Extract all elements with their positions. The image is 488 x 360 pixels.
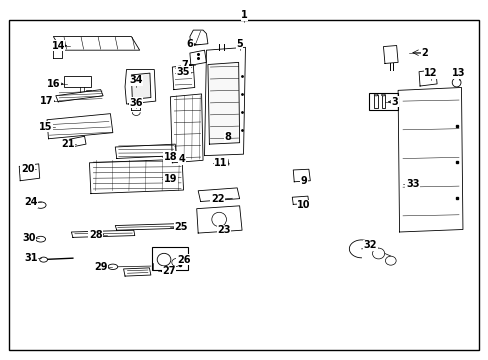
Ellipse shape [372, 248, 384, 259]
Polygon shape [198, 188, 239, 202]
Text: 7: 7 [181, 60, 188, 70]
Text: 27: 27 [162, 266, 175, 276]
Bar [381, 95, 385, 108]
Bar [152, 247, 188, 270]
Text: 11: 11 [214, 158, 227, 168]
Bar [64, 76, 91, 87]
Ellipse shape [35, 202, 46, 208]
Polygon shape [53, 37, 140, 50]
Polygon shape [189, 30, 207, 45]
Text: 33: 33 [405, 179, 419, 189]
Text: 17: 17 [40, 96, 54, 106]
Text: 31: 31 [24, 253, 38, 263]
Text: 13: 13 [451, 68, 465, 78]
Polygon shape [115, 224, 176, 230]
Polygon shape [131, 105, 140, 110]
Polygon shape [53, 50, 61, 58]
Ellipse shape [385, 256, 395, 265]
Text: 19: 19 [163, 174, 177, 184]
Text: 28: 28 [89, 230, 102, 239]
Polygon shape [170, 94, 203, 163]
Polygon shape [207, 62, 239, 144]
Ellipse shape [451, 78, 460, 87]
Polygon shape [383, 45, 397, 63]
Text: 10: 10 [297, 200, 310, 210]
Polygon shape [292, 196, 308, 204]
Polygon shape [89, 159, 183, 194]
Polygon shape [189, 50, 206, 65]
Polygon shape [397, 87, 462, 232]
Polygon shape [125, 69, 156, 104]
Polygon shape [71, 230, 135, 237]
Text: 23: 23 [217, 225, 230, 235]
Bar [368, 93, 397, 110]
Text: 16: 16 [46, 79, 60, 89]
Text: 26: 26 [177, 255, 190, 265]
Bar [373, 95, 377, 108]
Text: 36: 36 [129, 98, 142, 108]
Ellipse shape [40, 257, 47, 262]
Polygon shape [172, 64, 194, 90]
Polygon shape [196, 206, 242, 233]
Text: 21: 21 [61, 139, 75, 149]
Text: 24: 24 [24, 197, 38, 207]
Ellipse shape [373, 94, 377, 96]
Polygon shape [115, 144, 176, 158]
Text: 1: 1 [241, 10, 247, 20]
Text: 5: 5 [236, 39, 243, 49]
Polygon shape [217, 159, 228, 166]
Text: 4: 4 [178, 154, 185, 164]
Text: 6: 6 [186, 40, 193, 49]
Polygon shape [66, 136, 86, 148]
Text: 18: 18 [163, 152, 177, 162]
Text: 30: 30 [22, 233, 36, 243]
Polygon shape [56, 90, 103, 102]
Text: 34: 34 [129, 75, 142, 85]
Ellipse shape [211, 212, 226, 226]
Polygon shape [123, 268, 151, 276]
Polygon shape [293, 169, 310, 182]
Text: 32: 32 [363, 240, 376, 250]
Text: 29: 29 [94, 262, 107, 272]
Text: 14: 14 [51, 41, 65, 50]
Polygon shape [19, 164, 40, 181]
Text: 22: 22 [210, 194, 224, 204]
Polygon shape [131, 73, 151, 99]
Ellipse shape [157, 253, 170, 266]
Polygon shape [204, 47, 245, 156]
Polygon shape [47, 114, 113, 139]
Text: 25: 25 [174, 222, 187, 232]
Ellipse shape [381, 94, 385, 96]
Text: 15: 15 [39, 122, 52, 132]
Text: 20: 20 [20, 163, 34, 174]
Text: 35: 35 [177, 67, 190, 77]
Text: 9: 9 [300, 176, 307, 186]
Text: 2: 2 [421, 48, 427, 58]
Ellipse shape [36, 236, 45, 242]
Ellipse shape [171, 258, 180, 266]
Text: 12: 12 [423, 68, 437, 78]
Text: 3: 3 [390, 97, 397, 107]
Text: 8: 8 [224, 132, 230, 142]
Polygon shape [418, 69, 436, 86]
Ellipse shape [108, 264, 118, 270]
